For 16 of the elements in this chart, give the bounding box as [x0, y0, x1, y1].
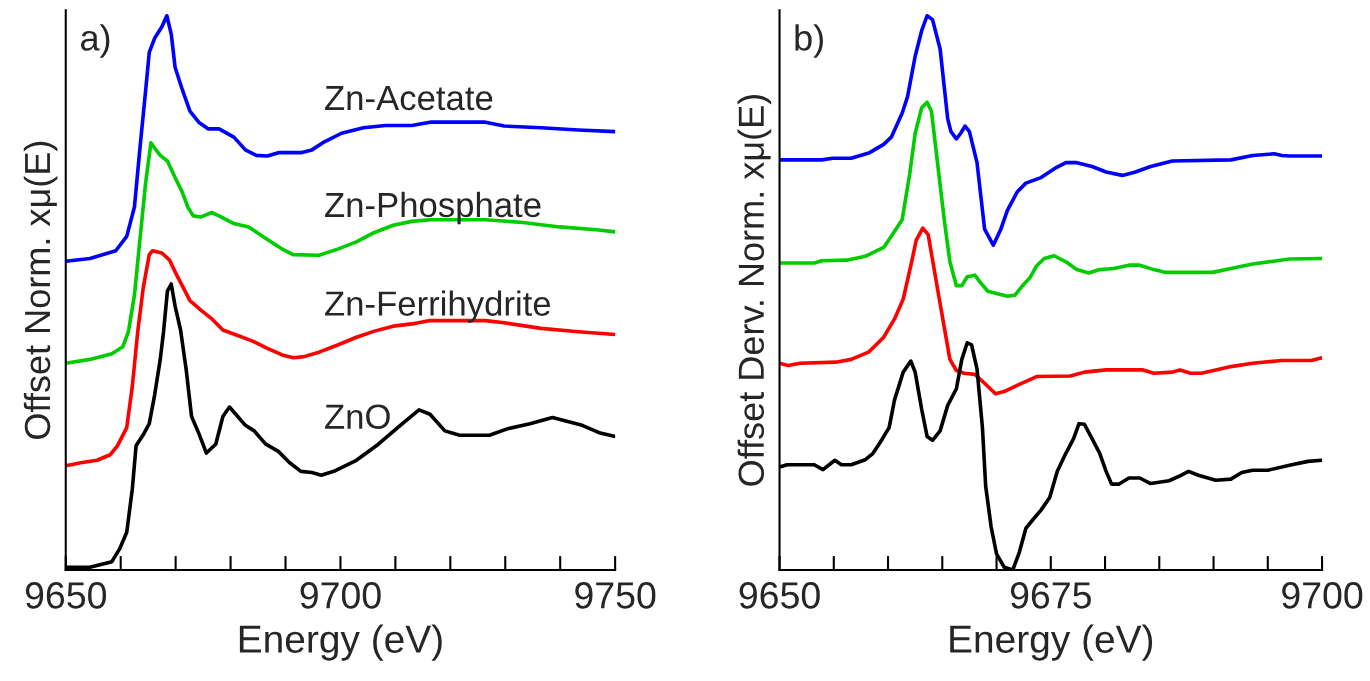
- x-tick-label: 9750: [575, 582, 656, 609]
- x-tick-label: 9700: [1282, 582, 1363, 609]
- x-axis-title: Energy (eV): [950, 624, 1153, 661]
- x-tick-label: 9650: [739, 582, 820, 609]
- x-axis-title: Energy (eV): [239, 624, 442, 661]
- x-tick-label: 9650: [25, 582, 107, 609]
- x-tick-label: 9700: [300, 582, 381, 609]
- series-label: Zn-Acetate: [325, 86, 493, 111]
- series-label: Zn-Phosphate: [325, 191, 541, 225]
- series-label: ZnO: [325, 404, 390, 429]
- y-axis-title: Offset Derv. Norm. xμ(E): [737, 94, 772, 486]
- annotation: a): [81, 24, 110, 58]
- x-tick-label: 9675: [1010, 582, 1091, 609]
- annotation: b): [795, 24, 823, 58]
- series-label: Zn-Ferrihydrite: [325, 290, 551, 323]
- y-axis-title: Offset Norm. xμ(E): [23, 141, 58, 439]
